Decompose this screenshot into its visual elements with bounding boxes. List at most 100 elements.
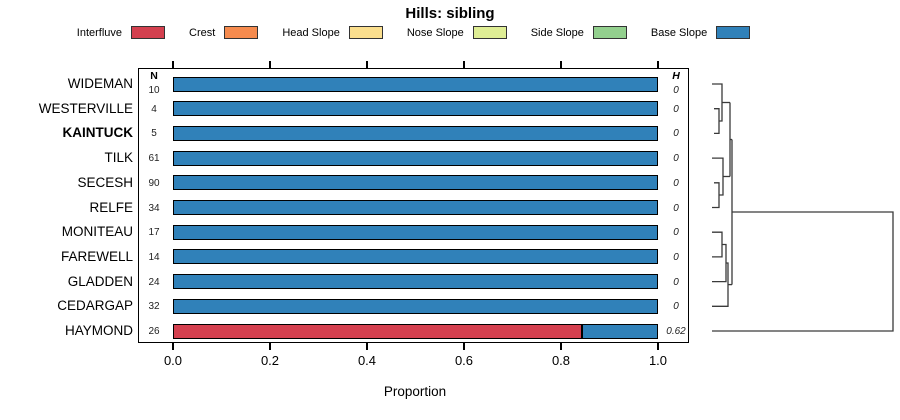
legend-item: Head Slope	[282, 26, 383, 39]
x-tick-label: 0.4	[357, 353, 377, 368]
legend-label: Base Slope	[650, 26, 708, 39]
h-value: 0	[673, 153, 679, 165]
bar	[173, 249, 658, 265]
row-label: KAINTUCK	[62, 125, 134, 141]
row-label: GLADDEN	[67, 273, 133, 289]
h-column-header: H	[672, 70, 680, 82]
bar-segment	[174, 126, 657, 140]
dendrogram-line	[712, 157, 724, 196]
x-tick-top	[560, 61, 562, 68]
chart-title: Hills: sibling	[405, 5, 495, 22]
x-tick-label: 0.6	[454, 353, 474, 368]
x-tick-bottom	[463, 343, 465, 350]
n-value: 10	[148, 85, 160, 96]
x-tick-top	[463, 61, 465, 68]
bar-segment	[174, 77, 657, 91]
legend-item: Side Slope	[531, 26, 627, 39]
bar	[173, 200, 658, 215]
bar-segment	[174, 324, 581, 338]
row-label: RELFE	[89, 199, 133, 215]
h-value: 0	[673, 128, 679, 140]
bar-segment	[174, 151, 657, 165]
n-value: 32	[148, 301, 160, 313]
bar-segment	[174, 275, 657, 289]
legend-label: Side Slope	[530, 26, 584, 39]
bar	[173, 323, 658, 339]
n-column-header: N	[150, 70, 158, 82]
x-tick-label: 0.0	[163, 353, 183, 368]
row-label: HAYMOND	[64, 323, 133, 338]
h-value: 0	[673, 301, 679, 313]
dendrogram-line	[712, 211, 894, 332]
h-value: 0	[673, 103, 679, 115]
h-value: 0	[673, 177, 679, 189]
legend-item: Nose Slope	[407, 26, 507, 39]
bar	[173, 101, 658, 117]
legend-label: Interfluve	[76, 26, 123, 39]
dendrogram-line	[714, 108, 720, 135]
dendrogram-line	[712, 182, 720, 209]
bar-segment	[174, 225, 657, 239]
row-label: CEDARGAP	[57, 298, 133, 314]
legend-label: Head Slope	[282, 26, 340, 39]
x-tick-label: 1.0	[648, 353, 668, 368]
bar	[173, 274, 658, 290]
dendrogram-line	[712, 243, 727, 283]
n-value: 24	[148, 276, 160, 288]
bar	[173, 298, 658, 314]
n-value: 26	[148, 326, 160, 337]
x-tick-label: 0.2	[260, 353, 280, 368]
row-label: TILK	[104, 150, 133, 166]
bar-segment	[174, 201, 657, 214]
legend-item: Base Slope	[650, 26, 751, 39]
n-value: 17	[148, 227, 160, 239]
legend-swatch	[348, 26, 383, 39]
bar-segment	[174, 250, 657, 264]
x-tick-label: 0.8	[551, 353, 571, 368]
n-value: 61	[148, 153, 160, 165]
bar	[173, 76, 658, 92]
x-tick-bottom	[657, 343, 659, 350]
x-tick-bottom	[172, 343, 174, 350]
legend-swatch	[224, 26, 259, 39]
legend-item: Interfluve	[76, 26, 166, 39]
h-value: 0	[673, 276, 679, 288]
dendrogram-line	[712, 83, 723, 122]
x-tick-top	[172, 61, 174, 68]
row-label: MONITEAU	[61, 224, 133, 240]
x-tick-top	[366, 61, 368, 68]
bar	[173, 175, 658, 191]
row-label: WESTERVILLE	[38, 100, 133, 116]
legend-swatch	[592, 26, 627, 39]
legend-swatch	[472, 26, 507, 39]
dendrogram	[712, 83, 894, 332]
row-label: FAREWELL	[60, 248, 133, 264]
h-value: 0	[673, 202, 679, 214]
bar-segment	[580, 324, 657, 338]
row-label: SECESH	[77, 174, 133, 190]
legend: Interfluve Crest Head Slope Nose Slope Side …	[0, 26, 827, 39]
bar	[173, 150, 658, 166]
x-tick-bottom	[366, 343, 368, 350]
n-value: 90	[148, 177, 160, 189]
n-value: 5	[151, 128, 157, 140]
row-label: WIDEMAN	[67, 76, 133, 91]
bar-segment	[174, 299, 657, 313]
x-tick-bottom	[269, 343, 271, 350]
h-value: 0	[673, 85, 679, 96]
bar-segment	[174, 176, 657, 190]
legend-swatch	[131, 26, 166, 39]
legend-swatch	[716, 26, 751, 39]
bar-segment	[174, 102, 657, 116]
legend-label: Crest	[189, 26, 216, 39]
x-tick-bottom	[560, 343, 562, 350]
x-axis-title: Proportion	[383, 384, 447, 399]
bar	[173, 125, 658, 141]
bar	[173, 224, 658, 240]
dendrogram-line	[712, 231, 723, 258]
n-value: 14	[148, 251, 160, 263]
h-value: 0.62	[666, 326, 686, 337]
h-value: 0	[673, 251, 679, 263]
legend-item: Crest	[189, 26, 259, 39]
h-value: 0	[673, 227, 679, 239]
